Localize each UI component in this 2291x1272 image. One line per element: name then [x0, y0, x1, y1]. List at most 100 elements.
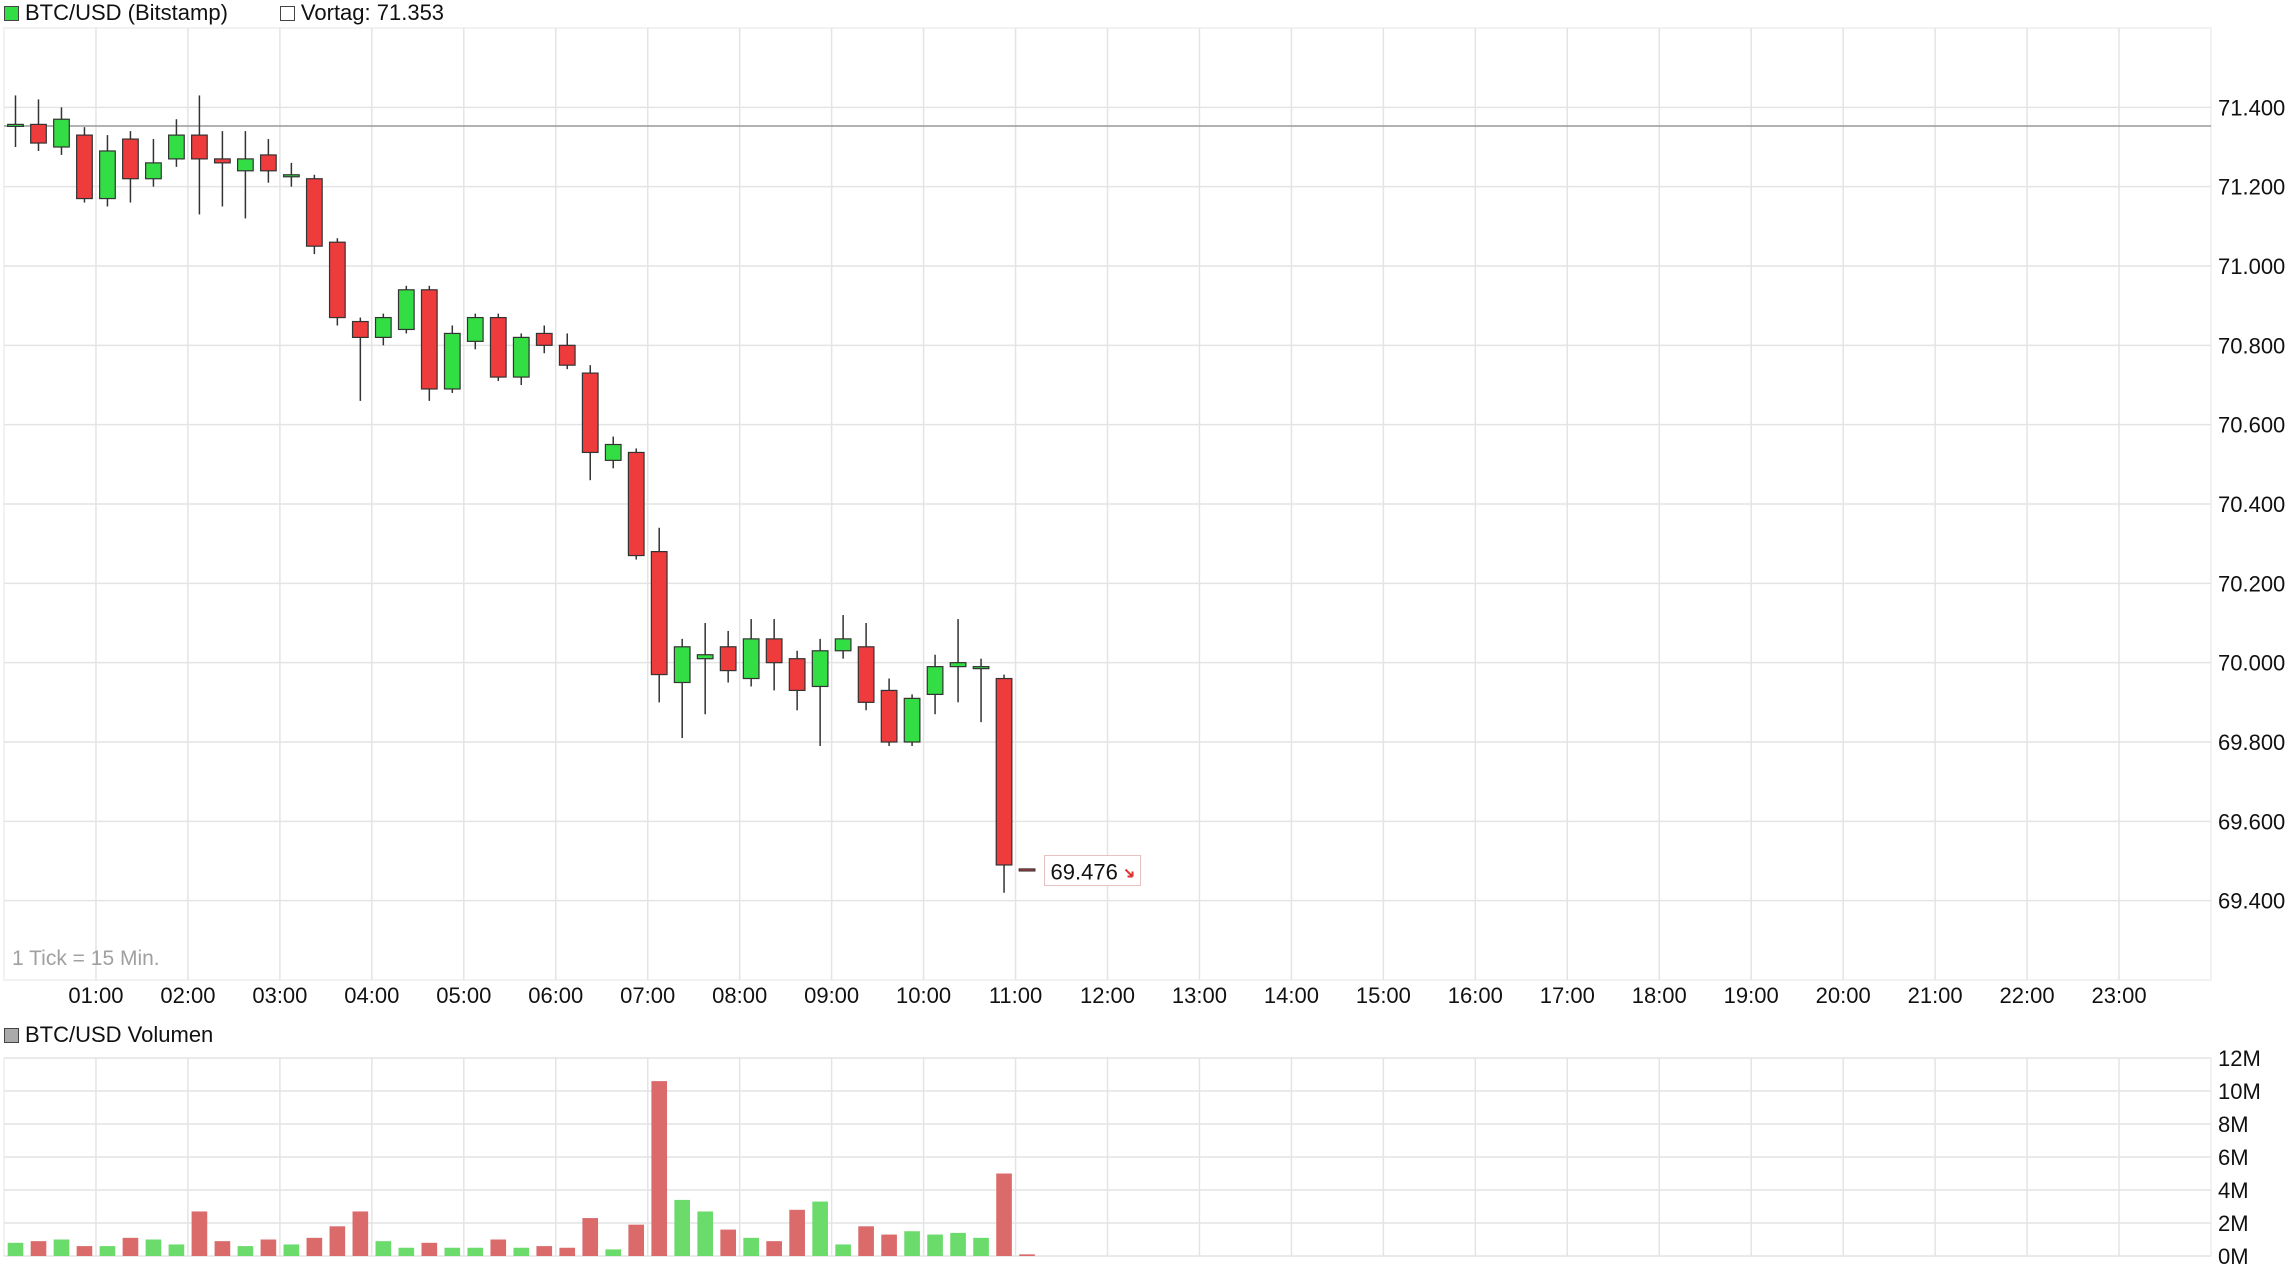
price-tick-label: 70.800 — [2218, 333, 2285, 358]
time-tick-label: 04:00 — [344, 983, 399, 1008]
candle-body — [76, 134, 93, 200]
series-swatch — [4, 5, 19, 21]
volume-bar — [835, 1244, 851, 1256]
volume-bar — [352, 1211, 369, 1256]
volume-bar — [214, 1241, 231, 1256]
volume-tick-label: 0M — [2218, 1244, 2249, 1269]
volume-bar — [743, 1237, 759, 1256]
candle-body — [512, 336, 530, 378]
time-x-axis: 01:00 02:00 03:00 04:00 05:00 06:00 07:00 08:00… — [68, 983, 2146, 1008]
price-tick-label: 69.400 — [2218, 889, 2285, 914]
volume-bar — [674, 1199, 691, 1256]
volume-bar — [53, 1239, 70, 1256]
volume-bar — [398, 1247, 415, 1256]
candle-body — [742, 638, 760, 680]
volume-bar — [283, 1244, 300, 1256]
price-tick-label: 70.600 — [2218, 413, 2285, 438]
candle-body — [351, 320, 369, 338]
candle-body — [696, 654, 714, 660]
candle-body — [122, 138, 139, 180]
volume-tick-label: 4M — [2218, 1178, 2249, 1203]
previous-close-swatch — [279, 5, 295, 21]
price-tick-label: 71.400 — [2218, 95, 2285, 120]
volume-bar — [30, 1241, 47, 1256]
time-tick-label: 10:00 — [896, 983, 951, 1008]
volume-bar — [513, 1247, 530, 1256]
volume-bar — [375, 1241, 392, 1256]
time-tick-label: 05:00 — [436, 983, 491, 1008]
volume-tick-label: 8M — [2218, 1112, 2249, 1137]
candle-body — [374, 316, 392, 339]
volume-bar — [237, 1246, 254, 1256]
time-tick-label: 15:00 — [1356, 983, 1411, 1008]
volume-bar — [191, 1211, 208, 1256]
volume-bar — [1019, 1254, 1035, 1256]
volume-bar — [490, 1239, 507, 1256]
candle-body — [834, 638, 852, 652]
last-price-box — [1044, 855, 1142, 887]
volume-bar — [467, 1247, 484, 1256]
candle-body — [926, 666, 944, 696]
volume-bar — [973, 1237, 989, 1256]
candle-body — [880, 689, 898, 743]
volume-grid — [3, 1057, 2212, 1257]
volume-swatch — [4, 1027, 19, 1043]
volume-bars — [7, 1081, 1035, 1256]
volume-bar — [697, 1211, 713, 1256]
series-legend: BTC/USD (Bitstamp) Vortag: 71.353 — [4, 0, 444, 26]
time-tick-label: 22:00 — [2000, 983, 2055, 1008]
volume-bar — [582, 1218, 599, 1256]
time-tick-label: 13:00 — [1172, 983, 1227, 1008]
volume-bar — [858, 1226, 874, 1256]
volume-bar — [421, 1242, 438, 1256]
volume-y-axis: 12M 10M 8M 6M 4M 2M 0M — [2218, 1046, 2261, 1269]
series-label: BTC/USD (Bitstamp) — [25, 0, 228, 25]
volume-bar — [122, 1237, 139, 1256]
volume-bar — [536, 1246, 553, 1256]
candles — [7, 95, 1036, 893]
volume-bar — [329, 1226, 346, 1256]
volume-legend-label: BTC/USD Volumen — [25, 1022, 214, 1047]
tick-interval-note: 1 Tick = 15 Min. — [12, 947, 160, 970]
price-grid — [3, 27, 2212, 981]
volume-bar — [881, 1234, 897, 1256]
volume-bar — [559, 1247, 576, 1256]
time-tick-label: 16:00 — [1448, 983, 1503, 1008]
volume-bar — [904, 1231, 920, 1256]
time-tick-label: 08:00 — [712, 983, 767, 1008]
candle-body — [466, 316, 484, 342]
candle-body — [489, 316, 507, 378]
time-tick-label: 19:00 — [1724, 983, 1779, 1008]
volume-bar — [996, 1173, 1012, 1256]
candle-body — [328, 241, 346, 319]
time-tick-label: 09:00 — [804, 983, 859, 1008]
price-tick-label: 70.400 — [2218, 492, 2285, 517]
previous-close-label: Vortag: 71.353 — [300, 0, 445, 25]
candle-body — [604, 443, 622, 461]
candle-body — [903, 697, 921, 743]
volume-bar — [145, 1239, 162, 1256]
volume-bar — [812, 1201, 828, 1256]
time-tick-label: 01:00 — [68, 983, 123, 1008]
last-price-value: 69.476 — [1051, 860, 1118, 885]
volume-bar — [444, 1247, 461, 1256]
candle-body — [673, 646, 691, 684]
volume-bar — [99, 1246, 116, 1256]
down-arrow-icon — [1124, 868, 1134, 878]
time-tick-label: 23:00 — [2092, 983, 2147, 1008]
price-tick-label: 69.800 — [2218, 730, 2285, 755]
candle-body — [719, 646, 737, 672]
price-panel: 71.400 71.200 71.000 70.800 70.600 70.400 70.2… — [3, 27, 2285, 1008]
volume-tick-label: 10M — [2218, 1079, 2261, 1104]
volume-panel: 12M 10M 8M 6M 4M 2M 0M — [3, 1046, 2261, 1269]
volume-tick-label: 12M — [2218, 1046, 2261, 1071]
candle-body — [420, 289, 438, 390]
candle-body — [53, 118, 70, 148]
candle-body — [168, 134, 185, 160]
volume-bar — [950, 1232, 966, 1256]
time-tick-label: 07:00 — [620, 983, 675, 1008]
price-tick-label: 71.200 — [2218, 175, 2285, 200]
candle-body — [788, 658, 806, 692]
candle-body — [443, 332, 461, 390]
